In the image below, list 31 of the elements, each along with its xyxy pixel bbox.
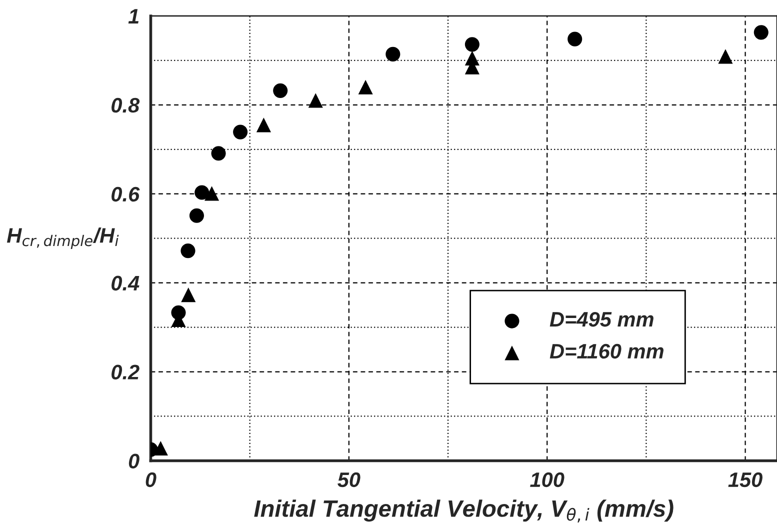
legend-label: D=495 mm xyxy=(550,312,654,327)
point xyxy=(233,124,248,140)
x-axis-title: Initial Tangential Velocity, V$_{θ,i}$ (mm/s) xyxy=(254,500,674,522)
y-tick-label: 0.8 xyxy=(112,98,140,113)
x-tick-label: 50 xyxy=(338,472,360,488)
point xyxy=(211,146,226,161)
point xyxy=(204,186,220,201)
point xyxy=(256,118,271,132)
point xyxy=(153,440,168,456)
point xyxy=(464,37,480,52)
point xyxy=(386,46,400,62)
point xyxy=(273,83,288,98)
y-tick-label: 0 xyxy=(128,454,140,468)
point xyxy=(194,185,210,200)
y-tick-label: 0.2 xyxy=(112,364,140,380)
point xyxy=(358,80,373,94)
point xyxy=(308,93,323,108)
point xyxy=(754,25,768,40)
y-tick-label: 0.4 xyxy=(112,276,140,291)
y-tick-label: 1 xyxy=(128,9,139,24)
y-tick-label: 0.6 xyxy=(112,186,140,202)
point xyxy=(568,32,582,46)
point xyxy=(181,288,196,302)
y-axis-title: H$_{cr,dimple}$/H$_{i}$ xyxy=(6,228,119,250)
point xyxy=(718,49,733,64)
point xyxy=(189,208,204,223)
x-tick-label: 0 xyxy=(146,472,156,488)
point xyxy=(180,244,196,258)
legend-label: D=1160 mm xyxy=(550,344,664,359)
x-tick-label: 100 xyxy=(530,472,564,488)
x-tick-label: 150 xyxy=(728,472,762,488)
